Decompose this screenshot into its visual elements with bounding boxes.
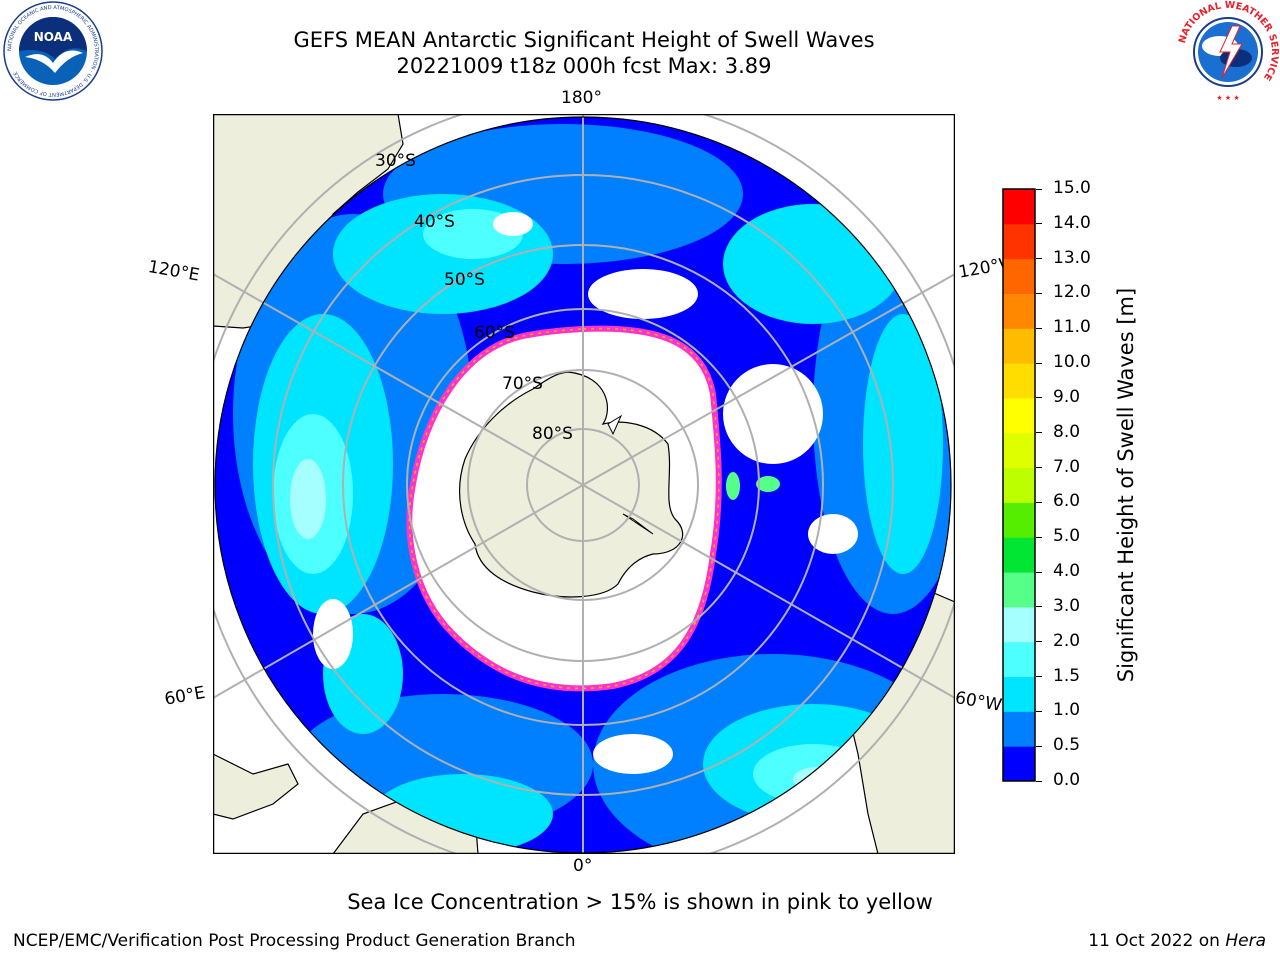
footer-host: Hera [1225, 931, 1266, 951]
sea-ice-edge-yellow [408, 327, 720, 690]
colorbar-tick-label: 0.5 [1053, 735, 1081, 756]
colorbar-tick-mark [1036, 676, 1042, 678]
map-title: GEFS MEAN Antarctic Significant Height o… [293, 28, 875, 52]
colorbar-tick-label: 3.0 [1053, 595, 1081, 616]
colorbar-tick-mark [1036, 780, 1042, 782]
lon-label-180: 180° [561, 88, 602, 108]
lon-label-120e: 120°E [146, 257, 201, 286]
svg-text:★ ★ ★: ★ ★ ★ [1216, 94, 1239, 102]
colorbar-segment [1003, 711, 1035, 747]
colorbar-segment [1003, 432, 1035, 469]
colorbar-tick-mark [1036, 501, 1042, 503]
colorbar-tick-mark [1036, 292, 1042, 294]
colorbar-segment [1003, 223, 1035, 260]
colorbar-title: Significant Height of Swell Waves [m] [1114, 287, 1138, 683]
colorbar-tick-label: 15.0 [1053, 178, 1091, 198]
colorbar-tick-label: 8.0 [1053, 421, 1081, 442]
antarctica-landmass [459, 371, 684, 598]
lat-label-70s: 70°S [502, 374, 543, 394]
footer-date: 11 Oct 2022 on Hera [1088, 931, 1266, 951]
colorbar-segment [1003, 502, 1035, 538]
colorbar-tick-mark [1036, 258, 1042, 260]
colorbar-tick-mark [1036, 606, 1042, 608]
colorbar-tick-mark [1036, 571, 1042, 573]
colorbar-segment [1003, 676, 1035, 712]
map-panel [212, 113, 956, 855]
noaa-logo: NATIONAL OCEANIC AND ATMOSPHERIC ADMINIS… [3, 1, 103, 101]
map-subtitle: 20221009 t18z 000h fcst Max: 3.89 [396, 54, 772, 78]
colorbar-tick-label: 4.0 [1053, 561, 1081, 582]
colorbar-tick-mark [1036, 467, 1042, 469]
colorbar-tick-mark [1036, 432, 1042, 434]
colorbar-tick-label: 14.0 [1053, 212, 1091, 233]
colorbar-segment [1003, 467, 1035, 503]
colorbar-tick-label: 1.5 [1053, 665, 1081, 686]
swell-band-3-0m [726, 472, 780, 500]
colorbar-tick-label: 11.0 [1053, 317, 1091, 338]
colorbar-tick-label: 12.0 [1053, 282, 1091, 303]
colorbar-segment [1003, 258, 1035, 294]
lat-label-50s: 50°S [444, 270, 485, 290]
colorbar-tick-mark [1036, 327, 1042, 329]
colorbar-segment [1003, 641, 1035, 678]
colorbar-segment [1003, 606, 1035, 643]
lon-label-0: 0° [573, 856, 593, 876]
colorbar-tick-label: 7.0 [1053, 456, 1081, 477]
colorbar-tick-label: 9.0 [1053, 386, 1081, 407]
colorbar-tick-label: 1.0 [1053, 700, 1081, 721]
lat-label-60s: 60°S [474, 323, 515, 343]
colorbar-tick-mark [1036, 223, 1042, 225]
nws-logo: NATIONAL WEATHER SERVICE ★ ★ ★ [1177, 0, 1280, 102]
lon-label-60e: 60°E [163, 682, 207, 710]
footer-credit: NCEP/EMC/Verification Post Processing Pr… [13, 931, 576, 951]
colorbar-tick-label: 6.0 [1053, 491, 1081, 512]
colorbar-segment [1003, 397, 1035, 434]
colorbar-segment [1003, 189, 1035, 225]
antarctic-map [212, 113, 956, 855]
graticule [213, 114, 955, 854]
colorbar-tick-label: 13.0 [1053, 247, 1091, 268]
colorbar-tick-mark [1036, 745, 1042, 747]
weddell-ice-shelf [622, 513, 654, 535]
noaa-logo-text: NOAA [34, 30, 73, 44]
lat-label-30s: 30°S [375, 151, 416, 171]
colorbar-segment [1003, 746, 1035, 782]
colorbar-segment [1003, 363, 1035, 399]
ross-ice-shelf [607, 414, 623, 436]
colorbar-tick-mark [1036, 641, 1042, 643]
colorbar-tick-mark [1036, 710, 1042, 712]
no-data-patches [313, 212, 858, 774]
colorbar-tick-label: 5.0 [1053, 526, 1081, 547]
sea-ice-caption: Sea Ice Concentration > 15% is shown in … [347, 890, 933, 914]
colorbar-segment [1003, 572, 1035, 608]
colorbar-tick-label: 2.0 [1053, 630, 1081, 651]
lat-label-80s: 80°S [532, 424, 573, 444]
colorbar-tick-mark [1036, 536, 1042, 538]
colorbar-segment [1003, 537, 1035, 573]
lat-label-40s: 40°S [414, 212, 455, 232]
colorbar-tick-label: 0.0 [1053, 770, 1081, 790]
colorbar-tick-label: 10.0 [1053, 352, 1091, 373]
colorbar-tick-mark [1036, 397, 1042, 399]
colorbar-tick-mark [1036, 188, 1042, 190]
lon-label-60w: 60°W [953, 688, 1004, 716]
colorbar-tick-mark [1036, 362, 1042, 364]
colorbar-segment [1003, 293, 1035, 329]
colorbar-segment [1003, 328, 1035, 364]
colorbar [1002, 188, 1036, 782]
madagascar-landmass [213, 753, 299, 820]
